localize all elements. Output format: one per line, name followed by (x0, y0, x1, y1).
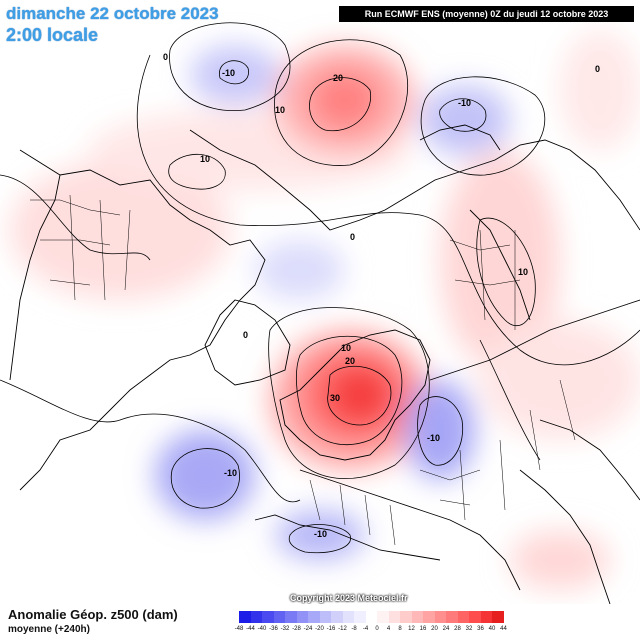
legend-tick-label: -48 (234, 626, 244, 632)
state-borders (30, 194, 576, 546)
forecast-time: 2:00 locale (6, 25, 99, 45)
footer-bar: Anomalie Géop. z500 (dam) moyenne (+240h… (0, 604, 640, 640)
legend-tick-label: 40 (488, 626, 496, 632)
legend-swatch (342, 611, 355, 623)
copyright-notice: Copyright 2023 Meteociel.fr (290, 593, 408, 603)
legend-tick-label: 16 (419, 626, 427, 632)
legend-tick-label: 20 (431, 626, 438, 632)
legend-swatch (480, 611, 493, 623)
legend-tick-label: -16 (326, 626, 336, 632)
contour-label: 0 (350, 232, 355, 242)
legend-swatch (492, 611, 504, 623)
legend-tick-label: -40 (257, 626, 267, 632)
forecast-date: dimanche 22 octobre 2023 (6, 4, 219, 23)
contour-lines (0, 22, 640, 554)
legend-swatch (239, 611, 251, 623)
legend-swatch (434, 611, 447, 623)
legend-swatch (469, 611, 481, 623)
legend-tick-label: 36 (477, 626, 484, 632)
legend-tick-label: 8 (398, 626, 402, 632)
contour-label: 10 (275, 105, 285, 115)
contour-label: 10 (518, 267, 528, 277)
legend-swatch (354, 611, 366, 623)
legend-swatch (250, 611, 263, 623)
legend-swatch (296, 611, 309, 623)
legend-swatch (400, 611, 412, 623)
legend-swatch (423, 611, 435, 623)
legend-tick-label: 28 (454, 626, 461, 632)
legend-tick-label: 4 (386, 626, 391, 632)
legend-swatch (446, 611, 458, 623)
legend-swatch (331, 611, 343, 623)
legend-tick-label: -8 (351, 626, 357, 632)
legend-tick-label: -4 (362, 626, 369, 632)
run-banner: Run ECMWF ENS (moyenne) 0Z du jeudi 12 o… (339, 6, 634, 22)
legend-tick-label: -28 (292, 626, 301, 632)
contour-label: 20 (345, 356, 355, 366)
contour-label: 0 (163, 52, 168, 62)
legend-swatch (262, 611, 274, 623)
contour-label: -10 (222, 68, 235, 78)
contour-label: 20 (333, 73, 343, 83)
contour-label: -10 (427, 433, 440, 443)
contour-label: 0 (243, 330, 248, 340)
anomaly-fields (10, 30, 640, 590)
legend-swatch (319, 611, 332, 623)
legend-tick-label: 12 (408, 626, 415, 632)
legend-tick-label: 32 (465, 626, 473, 632)
contour-label: 30 (330, 393, 340, 403)
legend-tick-label: 0 (375, 626, 379, 632)
contour-label: -10 (458, 98, 471, 108)
legend-tick-label: 44 (500, 626, 507, 632)
legend-swatch (285, 611, 297, 623)
contour-label-layer: 0 -10 20 10 -10 0 10 0 10 0 10 20 30 -10… (163, 52, 600, 539)
legend-tick-label: -20 (315, 626, 324, 632)
contour-label: 10 (200, 154, 210, 164)
contour-label: -10 (224, 468, 237, 478)
contour-label: 10 (341, 343, 351, 353)
legend-swatch (457, 611, 470, 623)
anomaly-map: 0 -10 20 10 -10 0 10 0 10 0 10 20 30 -10… (0, 22, 640, 604)
legend-tick-label: -36 (269, 626, 278, 632)
legend-tick-label: 24 (442, 626, 450, 632)
legend-swatch (411, 611, 424, 623)
legend-swatch (308, 611, 320, 623)
legend-tick-label: -12 (338, 626, 347, 632)
parameter-title: Anomalie Géop. z500 (dam) (8, 607, 178, 622)
legend-tick-label: -32 (280, 626, 290, 632)
legend-swatch (377, 611, 389, 623)
legend-tick-label: -24 (303, 626, 313, 632)
parameter-subtitle: moyenne (+240h) (8, 624, 90, 635)
contour-label: 0 (595, 64, 600, 74)
contour-label: -10 (314, 529, 327, 539)
legend-swatch (273, 611, 286, 623)
legend-swatch (388, 611, 401, 623)
color-scale-legend: -48 -44 -40 -36 -32 -28 -24 -20 -16 -12 -8 -4 0 4 8 12 1… (232, 611, 510, 639)
legend-tick-label: -44 (246, 626, 255, 632)
legend-swatch (365, 611, 378, 623)
